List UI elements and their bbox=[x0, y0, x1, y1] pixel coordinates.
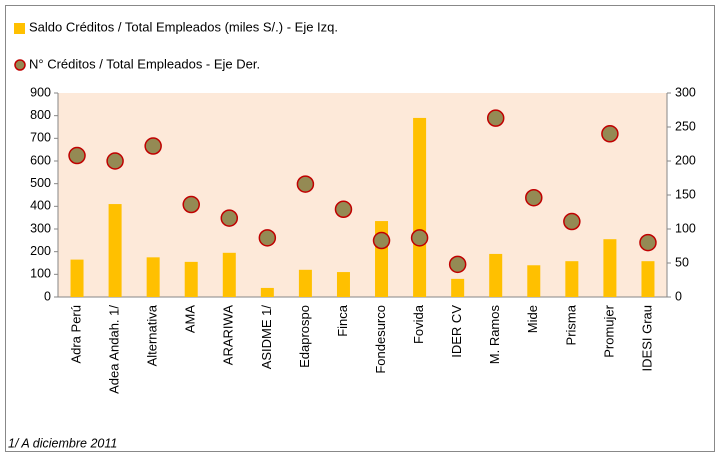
x-tick-label: ARARIWA bbox=[221, 305, 236, 366]
x-tick-label: Fovida bbox=[411, 304, 426, 344]
legend-marker bbox=[14, 59, 26, 71]
point bbox=[410, 229, 429, 247]
x-tick-label: Adra Perú bbox=[68, 305, 83, 364]
legend-marker bbox=[14, 23, 25, 34]
y2-tick-label: 200 bbox=[675, 153, 696, 167]
point bbox=[144, 137, 162, 155]
x-tick-label: Prisma bbox=[563, 304, 578, 345]
point bbox=[106, 152, 124, 170]
point bbox=[296, 175, 315, 193]
point bbox=[258, 229, 277, 247]
point bbox=[68, 146, 86, 165]
y2-tick-label: 300 bbox=[675, 85, 696, 99]
bar bbox=[260, 287, 274, 297]
x-tick-label: AMA bbox=[183, 305, 198, 334]
y-tick-label: 900 bbox=[30, 85, 51, 99]
y-tick-label: 200 bbox=[30, 244, 51, 258]
bar bbox=[451, 278, 465, 297]
bar bbox=[565, 261, 579, 297]
footnote: 1/ A diciembre 2011 bbox=[8, 436, 117, 450]
x-tick-label: Fondesurco bbox=[373, 305, 388, 374]
bar bbox=[527, 265, 541, 297]
point bbox=[563, 212, 581, 231]
x-tick-label: Finca bbox=[335, 304, 350, 337]
x-tick-label: M. Ramos bbox=[487, 305, 502, 365]
y-tick-label: 300 bbox=[30, 221, 51, 235]
bar bbox=[184, 261, 198, 297]
x-tick-label: Adea Andah. 1/ bbox=[107, 305, 122, 394]
y-tick-label: 600 bbox=[30, 153, 51, 167]
y-tick-label: 400 bbox=[30, 199, 51, 213]
y2-tick-label: 100 bbox=[675, 221, 696, 235]
legend-label: Saldo Créditos / Total Empleados (miles … bbox=[29, 19, 338, 34]
point bbox=[372, 231, 391, 250]
y-tick-label: 0 bbox=[44, 289, 51, 303]
x-tick-label: Promujer bbox=[601, 304, 616, 357]
x-tick-label: Edaprospo bbox=[297, 305, 312, 368]
point bbox=[639, 233, 657, 252]
y-tick-label: 700 bbox=[30, 131, 51, 145]
bar bbox=[489, 253, 503, 297]
y2-tick-label: 50 bbox=[675, 255, 689, 269]
bar bbox=[413, 117, 427, 297]
x-tick-label: Mide bbox=[525, 305, 540, 333]
y-tick-label: 800 bbox=[30, 108, 51, 122]
point bbox=[525, 188, 543, 207]
bar bbox=[108, 204, 122, 297]
bar bbox=[641, 261, 655, 297]
y-tick-label: 100 bbox=[30, 267, 51, 281]
bar bbox=[222, 252, 236, 297]
point bbox=[486, 109, 505, 127]
y2-tick-label: 250 bbox=[675, 119, 696, 133]
x-tick-label: IDESI Grau bbox=[639, 305, 654, 371]
point bbox=[334, 200, 353, 219]
x-tick-label: ASIDME 1/ bbox=[259, 305, 274, 370]
y2-tick-label: 0 bbox=[675, 289, 682, 303]
bar bbox=[146, 257, 160, 297]
bar bbox=[298, 269, 312, 297]
y-tick-label: 500 bbox=[30, 176, 51, 190]
x-tick-label: Alternativa bbox=[145, 304, 160, 366]
bar bbox=[70, 259, 84, 297]
legend-label: N° Créditos / Total Empleados - Eje Der. bbox=[29, 56, 260, 71]
y2-tick-label: 150 bbox=[675, 187, 696, 201]
point bbox=[448, 255, 467, 274]
point bbox=[601, 125, 619, 143]
point bbox=[220, 209, 239, 227]
bar bbox=[336, 272, 350, 297]
bar bbox=[603, 239, 617, 297]
x-tick-label: IDER CV bbox=[449, 305, 464, 358]
point bbox=[182, 195, 200, 214]
